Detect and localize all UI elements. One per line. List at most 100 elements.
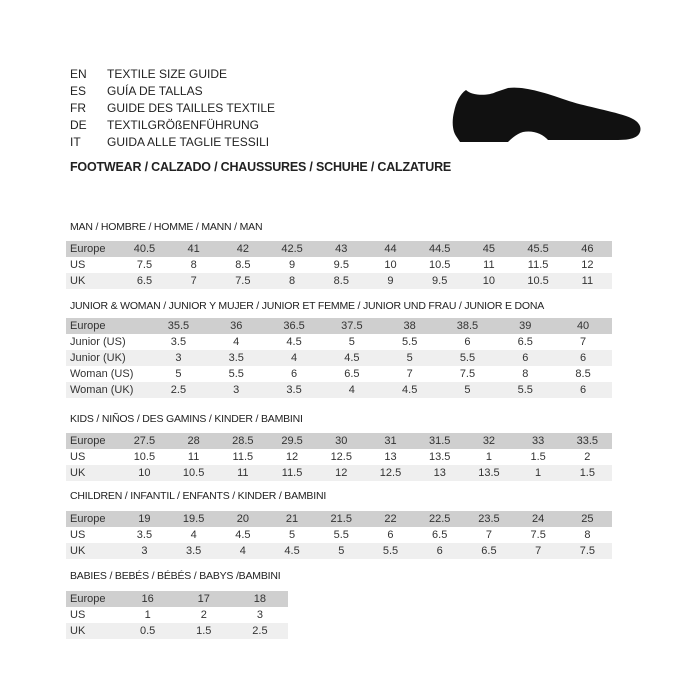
shoe-silhouette-icon (452, 87, 641, 142)
row-label: Europe (66, 511, 120, 527)
size-cell: 38 (380, 318, 439, 334)
size-cell: 10 (384, 259, 397, 271)
row-label: US (70, 529, 86, 541)
size-cell: 22 (365, 511, 416, 527)
table-row: Woman (US) 5 5.5 6 6.5 7 7.5 8 8.5 (66, 366, 612, 382)
size-cell: 5 (380, 350, 439, 366)
size-cell: 3 (256, 609, 263, 621)
size-cell: 13 (415, 465, 465, 481)
guide-title: TEXTILE SIZE GUIDE (107, 67, 228, 81)
size-cell: 3 (149, 350, 208, 366)
size-cell: 7 (406, 368, 413, 380)
table-row: UK 0.5 1.5 2.5 (66, 623, 288, 639)
size-cell: 8 (267, 273, 317, 289)
size-cell: 6.5 (517, 336, 533, 348)
size-cell: 17 (175, 591, 232, 607)
size-cell: 6 (496, 350, 555, 366)
size-cell: 4 (190, 529, 197, 541)
size-cell: 3.5 (265, 382, 323, 398)
row-label: UK (66, 465, 120, 481)
size-cell: 7.5 (459, 368, 476, 380)
row-label: US (70, 259, 86, 271)
size-cell: 5 (288, 529, 296, 541)
size-cell: 6.5 (464, 543, 514, 559)
size-cell: 11.5 (232, 451, 254, 463)
size-cell: 6 (387, 529, 394, 541)
size-cell: 38.5 (438, 318, 497, 334)
guide-title: GUIDE DES TAILLES TEXTILE (107, 101, 276, 115)
size-cell: 1 (144, 609, 151, 621)
table-header-row: Europe 16 17 18 (66, 591, 288, 607)
size-cell: 4 (233, 336, 240, 348)
size-cell: 11.5 (267, 465, 317, 481)
table-row: US 7.5 8 8.5 9 9.5 10 10.5 11 11.5 12 (66, 257, 612, 273)
size-cell: 8 (522, 368, 529, 380)
size-cell: 4.5 (267, 543, 317, 559)
size-cell: 42.5 (267, 241, 317, 257)
size-table: Europe 40.5 41 42 42.5 43 44 44.5 45 45.5 46 US 7.5 8… (66, 241, 612, 289)
size-cell: 0.5 (119, 623, 176, 639)
size-cell: 7 (513, 543, 563, 559)
size-cell: 19.5 (169, 511, 219, 527)
size-cell: 30 (316, 433, 366, 449)
size-cell: 31 (365, 433, 416, 449)
size-cell: 42 (218, 241, 268, 257)
size-cell: 1 (485, 451, 492, 463)
size-cell: 5.5 (228, 368, 244, 380)
row-label: Woman (US) (70, 368, 134, 380)
size-cell: 8.5 (235, 259, 251, 271)
size-cell: 5 (316, 543, 366, 559)
size-cell: 6 (290, 368, 298, 380)
size-cell: 33 (513, 433, 563, 449)
size-cell: 8 (190, 259, 197, 271)
table-header-row: Europe 35.5 36 36.5 37.5 38 38.5 39 40 (66, 318, 612, 334)
size-cell: 44.5 (415, 241, 465, 257)
size-cell: 2 (584, 451, 591, 463)
size-cell: 6.5 (119, 273, 170, 289)
size-cell: 10.5 (169, 465, 219, 481)
language-code: EN (70, 67, 87, 81)
size-cell: 3 (207, 382, 266, 398)
size-cell: 6 (415, 543, 465, 559)
row-label: Europe (66, 318, 150, 334)
size-cell: 2 (200, 609, 207, 621)
size-cell: 22.5 (415, 511, 465, 527)
footwear-heading: FOOTWEAR / CALZADO / CHAUSSURES / SCHUHE… (70, 160, 452, 174)
size-cell: 12 (581, 259, 594, 271)
section-title: CHILDREN / INFANTIL / ENFANTS / KINDER /… (70, 490, 327, 502)
size-cell: 10.5 (428, 259, 451, 271)
size-cell: 5 (438, 382, 497, 398)
size-table: Europe 19 19.5 20 21 21.5 22 22.5 23.5 24 25 US 3.5 4… (66, 511, 612, 559)
size-cell: 5.5 (496, 382, 555, 398)
size-cell: 6.5 (432, 529, 448, 541)
size-cell: 4 (218, 543, 268, 559)
size-cell: 10 (464, 273, 514, 289)
section-title: BABIES / BEBÉS / BÉBÉS / BABYS /BAMBINI (70, 570, 281, 582)
size-cell: 23.5 (464, 511, 514, 527)
size-cell: 6 (554, 382, 612, 398)
size-cell: 6 (554, 350, 612, 366)
size-cell: 13 (384, 451, 397, 463)
size-cell: 7.5 (136, 259, 153, 271)
size-cell: 4 (265, 350, 323, 366)
size-cell: 11.5 (527, 259, 549, 271)
table-row: UK 6.5 7 7.5 8 8.5 9 9.5 10 10.5 11 (66, 273, 612, 289)
size-table: Europe 35.5 36 36.5 37.5 38 38.5 39 40 Junior (US… (66, 318, 612, 398)
language-code: DE (70, 118, 87, 132)
size-cell: 46 (562, 241, 612, 257)
size-cell: 5.5 (402, 336, 418, 348)
size-cell: 12 (285, 451, 299, 463)
size-cell: 1 (513, 465, 563, 481)
size-cell: 8.5 (316, 273, 366, 289)
size-cell: 4.5 (380, 382, 439, 398)
size-cell: 7 (485, 529, 493, 541)
size-cell: 16 (119, 591, 176, 607)
size-cell: 40 (554, 318, 612, 334)
row-label: Europe (66, 241, 120, 257)
size-cell: 28 (169, 433, 219, 449)
row-label: UK (66, 623, 120, 639)
size-cell: 31.5 (415, 433, 465, 449)
row-label: Junior (UK) (66, 350, 150, 366)
size-cell: 4.5 (322, 350, 381, 366)
language-code: FR (70, 101, 86, 115)
